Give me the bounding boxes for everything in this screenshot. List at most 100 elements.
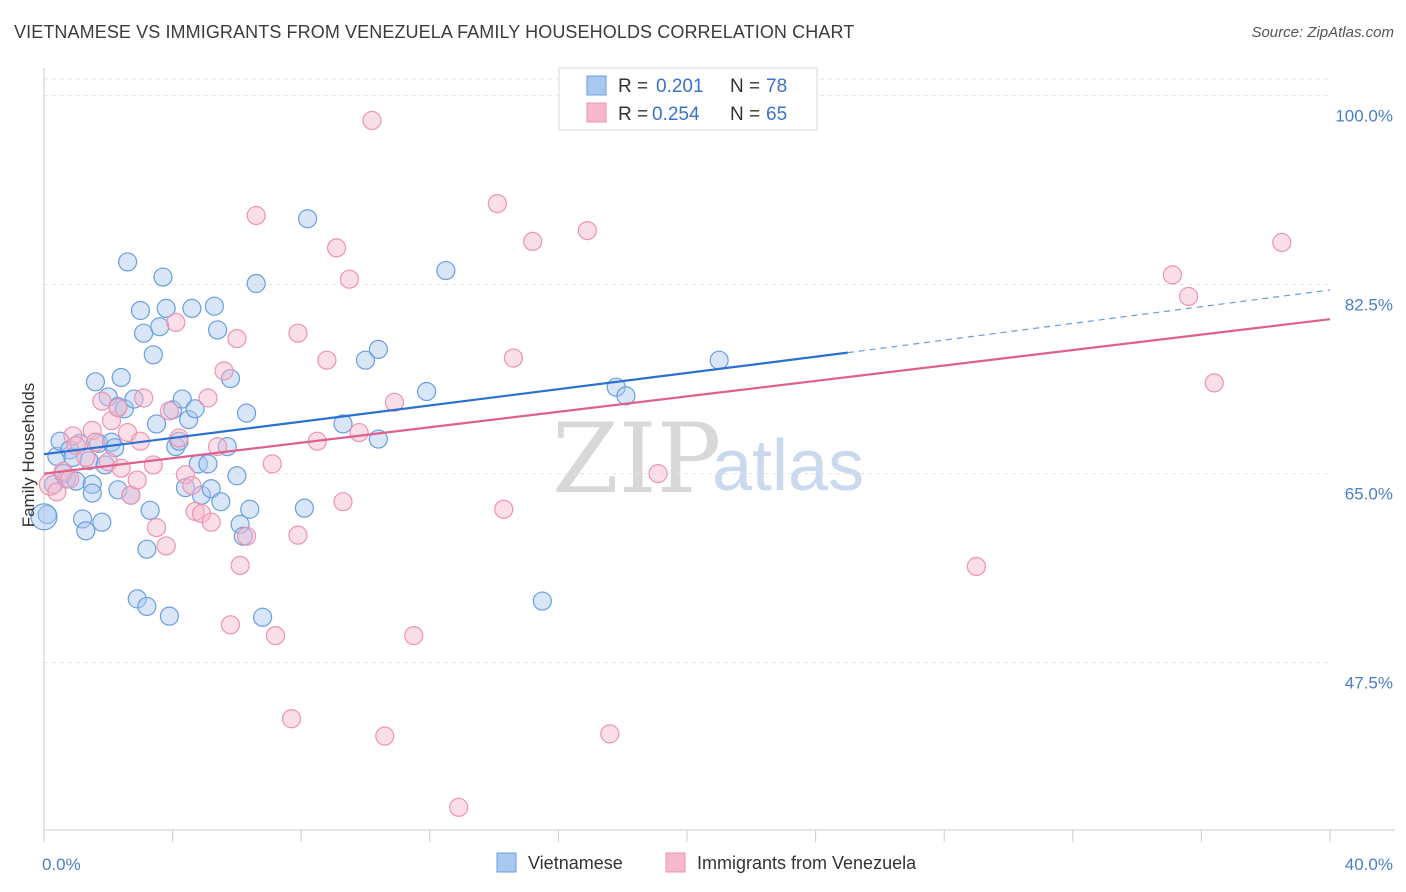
point-vietnamese (211, 492, 231, 512)
y-tick-label: 65.0% (1345, 485, 1393, 504)
y-tick-label: 100.0% (1335, 107, 1393, 126)
point-venezuela (262, 454, 282, 474)
point-venezuela (362, 110, 382, 131)
point-vietnamese (236, 403, 257, 423)
point-vietnamese (79, 451, 99, 471)
trend-line-vietnamese (43, 351, 848, 456)
point-vietnamese (124, 389, 144, 409)
legend-r-value-2: 0.254 (652, 104, 700, 125)
point-venezuela (127, 470, 147, 490)
point-venezuela (182, 475, 202, 496)
point-vietnamese (298, 209, 318, 229)
point-vietnamese (37, 505, 57, 525)
point-venezuela (82, 420, 102, 440)
point-vietnamese (76, 521, 96, 541)
point-vietnamese (182, 298, 202, 318)
point-venezuela (146, 517, 167, 538)
point-venezuela (214, 361, 234, 381)
top-legend: R = 0.201 N = 78 R = 0.254 N = 65 (558, 67, 818, 131)
point-vietnamese (179, 410, 199, 430)
x-tick-label-end: 40.0% (1345, 855, 1393, 874)
point-venezuela (166, 312, 186, 332)
legend-r-value-1: 0.201 (656, 76, 704, 97)
point-venezuela (111, 458, 131, 478)
point-vietnamese (240, 499, 260, 519)
watermark-zip: ZIP (552, 403, 721, 515)
point-vietnamese (134, 323, 154, 343)
point-venezuela (375, 726, 395, 746)
point-vietnamese (230, 514, 250, 534)
point-vietnamese (140, 500, 160, 520)
point-vietnamese (137, 596, 157, 617)
point-vietnamese (143, 345, 163, 365)
trend-lines (43, 289, 1331, 475)
legend-swatch-venezuela (586, 102, 607, 123)
point-venezuela (339, 269, 360, 289)
trend-line-vietnamese-extension (847, 289, 1331, 354)
point-venezuela (384, 392, 405, 412)
point-venezuela (503, 348, 523, 368)
point-vietnamese (416, 381, 437, 402)
legend-n-label-2: N = (730, 104, 760, 125)
point-venezuela (1272, 232, 1292, 253)
data-points (30, 79, 1292, 817)
point-venezuela (175, 465, 196, 485)
point-vietnamese (82, 483, 102, 503)
point-venezuela (494, 499, 514, 519)
point-venezuela (317, 350, 337, 370)
legend-swatch-vietnamese (586, 75, 607, 96)
point-vietnamese (355, 350, 376, 370)
point-vietnamese (111, 367, 131, 388)
point-venezuela (108, 398, 128, 418)
point-vietnamese (294, 498, 315, 518)
point-venezuela (92, 391, 112, 411)
point-vietnamese (185, 399, 205, 419)
trend-line-venezuela (43, 318, 1331, 475)
legend-r-label-2: R = (618, 104, 648, 125)
point-venezuela (220, 615, 241, 635)
point-vietnamese (146, 414, 167, 434)
point-venezuela (487, 194, 507, 214)
bottom-legend-swatch-venezuela (665, 852, 686, 873)
point-venezuela (208, 437, 228, 457)
point-venezuela (201, 512, 221, 532)
point-venezuela (1162, 265, 1183, 285)
point-vietnamese (150, 317, 170, 337)
point-vietnamese (616, 386, 636, 406)
point-vietnamese (85, 372, 106, 392)
point-vietnamese (156, 298, 176, 318)
legend-n-label-1: N = (730, 76, 760, 97)
point-venezuela (966, 556, 986, 577)
point-venezuela (288, 525, 308, 545)
chart-title: VIETNAMESE VS IMMIGRANTS FROM VENEZUELA … (14, 22, 855, 42)
point-venezuela (333, 492, 353, 512)
bottom-legend: Vietnamese Immigrants from Venezuela (496, 852, 917, 873)
point-vietnamese (72, 509, 93, 529)
point-venezuela (404, 625, 424, 646)
bottom-legend-label-venezuela: Immigrants from Venezuela (697, 853, 917, 873)
point-vietnamese (436, 260, 456, 281)
point-vietnamese (159, 606, 179, 626)
watermark-atlas: atlas (712, 426, 864, 506)
point-vietnamese (198, 454, 218, 474)
point-venezuela (1204, 373, 1224, 393)
point-venezuela (230, 555, 250, 576)
point-vietnamese (92, 512, 112, 532)
grid-lines (44, 78, 1330, 664)
point-vietnamese (130, 300, 151, 321)
point-venezuela (600, 724, 620, 744)
x-tick-label-start: 0.0% (42, 855, 81, 874)
chart-source: Source: ZipAtlas.com (1251, 24, 1394, 41)
point-vietnamese (172, 389, 192, 409)
point-vietnamese (137, 539, 157, 559)
point-vietnamese (333, 414, 353, 434)
point-vietnamese (114, 399, 134, 419)
point-venezuela (349, 422, 369, 443)
point-vietnamese (532, 591, 552, 611)
point-venezuela (236, 526, 257, 546)
point-venezuela (281, 709, 302, 729)
point-vietnamese (117, 252, 138, 272)
point-venezuela (227, 329, 247, 349)
point-vietnamese (709, 350, 729, 370)
